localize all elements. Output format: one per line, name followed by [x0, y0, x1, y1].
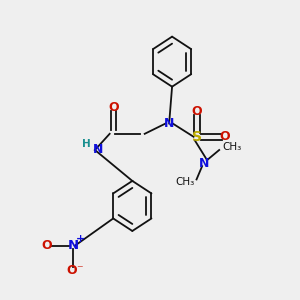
Text: O: O: [42, 239, 52, 252]
Text: CH₃: CH₃: [222, 142, 242, 152]
Text: S: S: [192, 130, 202, 144]
Text: O: O: [67, 264, 77, 277]
Text: O: O: [192, 105, 203, 118]
Text: +: +: [76, 234, 86, 244]
Text: N: N: [164, 117, 174, 130]
Text: ⁻: ⁻: [76, 263, 83, 276]
Text: N: N: [68, 239, 79, 252]
Text: CH₃: CH₃: [175, 177, 194, 188]
Text: O: O: [108, 101, 119, 114]
Text: N: N: [93, 143, 103, 157]
Text: H: H: [82, 139, 91, 148]
Text: N: N: [199, 157, 210, 170]
Text: O: O: [220, 130, 230, 143]
